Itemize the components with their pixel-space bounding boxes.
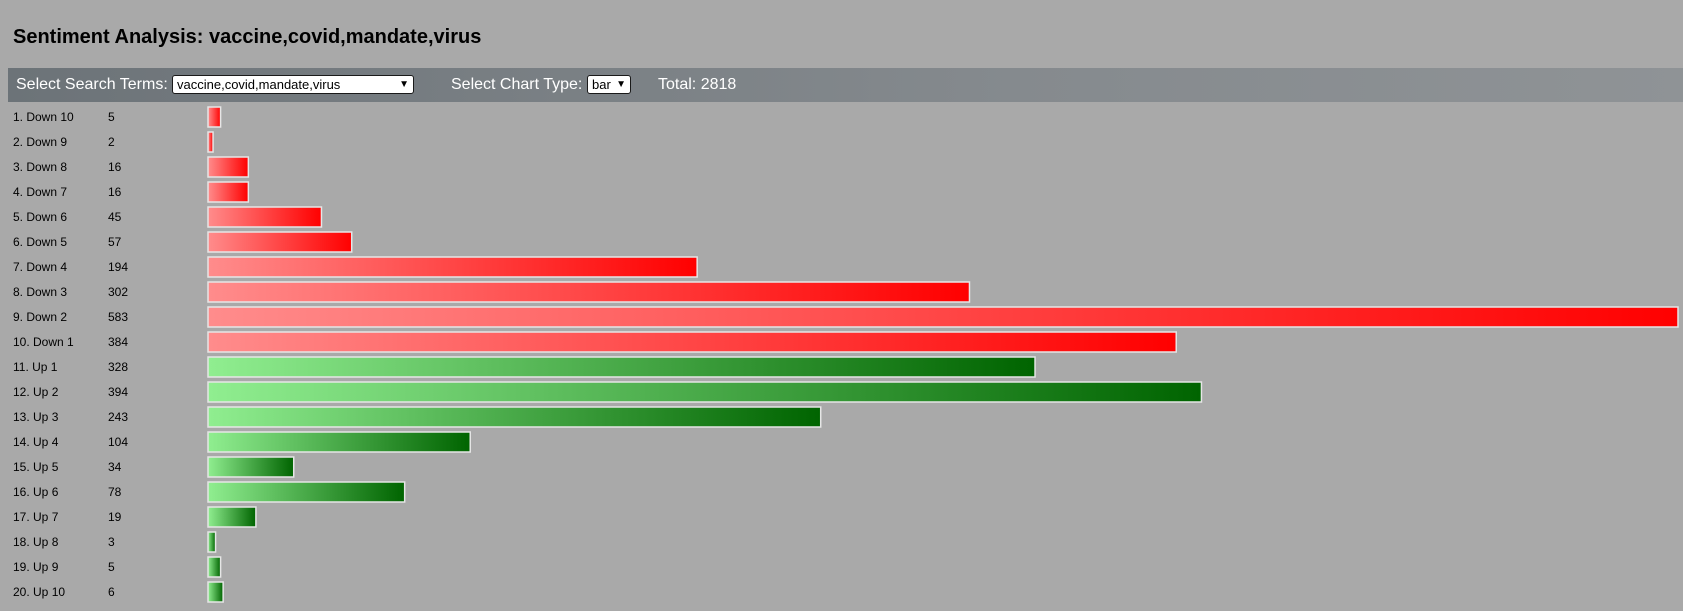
bar-negative	[207, 231, 353, 253]
category-label: 20. Up 10	[13, 585, 65, 599]
value-label: 3	[108, 535, 115, 549]
bar-negative	[207, 281, 971, 303]
category-label: 14. Up 4	[13, 435, 59, 449]
bar-positive	[207, 431, 471, 453]
search-terms-label: Select Search Terms:	[16, 76, 168, 93]
value-label: 6	[108, 585, 115, 599]
bar-negative	[207, 331, 1177, 353]
sentiment-bar-chart: 1. Down 10 5 2. Down 9 2 3. Down 8 16 4. Down …	[13, 106, 1679, 603]
value-label: 45	[108, 210, 122, 224]
bar-positive	[207, 531, 217, 553]
value-label: 5	[108, 560, 115, 574]
category-label: 15. Up 5	[13, 460, 59, 474]
value-label: 16	[108, 160, 122, 174]
chart-type-value: bar	[592, 77, 611, 92]
bar-negative	[207, 131, 214, 153]
toolbar: Select Search Terms: vaccine,covid,manda…	[8, 68, 1683, 102]
value-label: 34	[108, 460, 122, 474]
chevron-down-icon: ▼	[616, 78, 626, 90]
category-label: 11. Up 1	[13, 360, 58, 374]
value-label: 583	[108, 310, 128, 324]
value-label: 194	[108, 260, 128, 274]
bar-positive	[207, 406, 822, 428]
bar-positive	[207, 456, 295, 478]
total-count: Total: 2818	[658, 76, 737, 93]
category-label: 4. Down 7	[13, 185, 67, 199]
value-label: 19	[108, 510, 122, 524]
category-label: 18. Up 8	[13, 535, 59, 549]
category-label: 19. Up 9	[13, 560, 59, 574]
value-label: 302	[108, 285, 128, 299]
category-label: 5. Down 6	[13, 210, 67, 224]
category-label: 8. Down 3	[13, 285, 67, 299]
search-terms-select[interactable]: vaccine,covid,mandate,virus ▼	[172, 75, 414, 94]
bar-negative	[207, 206, 323, 228]
bar-negative	[207, 306, 1679, 328]
bar-positive	[207, 581, 224, 603]
chart-type-label: Select Chart Type:	[451, 76, 583, 93]
bar-negative	[207, 156, 250, 178]
bar-positive	[207, 556, 222, 578]
bar-positive	[207, 506, 257, 528]
chevron-down-icon: ▼	[399, 78, 409, 90]
category-label: 9. Down 2	[13, 310, 67, 324]
category-label: 10. Down 1	[13, 335, 74, 349]
value-label: 328	[108, 360, 128, 374]
value-label: 78	[108, 485, 122, 499]
value-label: 243	[108, 410, 128, 424]
category-label: 12. Up 2	[13, 385, 59, 399]
category-label: 7. Down 4	[13, 260, 67, 274]
bar-negative	[207, 256, 698, 278]
value-label: 104	[108, 435, 128, 449]
search-terms-value: vaccine,covid,mandate,virus	[177, 77, 341, 92]
bar-positive	[207, 356, 1036, 378]
value-label: 16	[108, 185, 122, 199]
value-label: 384	[108, 335, 128, 349]
chart-type-select[interactable]: bar ▼	[587, 75, 631, 94]
category-label: 6. Down 5	[13, 235, 67, 249]
value-label: 394	[108, 385, 128, 399]
page-title: Sentiment Analysis: vaccine,covid,mandat…	[13, 26, 482, 48]
value-label: 2	[108, 135, 115, 149]
bar-positive	[207, 481, 406, 503]
value-label: 57	[108, 235, 122, 249]
bar-negative	[207, 181, 250, 203]
category-label: 17. Up 7	[13, 510, 59, 524]
category-label: 3. Down 8	[13, 160, 67, 174]
value-label: 5	[108, 110, 115, 124]
bar-negative	[207, 106, 222, 128]
category-label: 2. Down 9	[13, 135, 67, 149]
bar-positive	[207, 381, 1203, 403]
category-label: 1. Down 10	[13, 110, 74, 124]
category-label: 16. Up 6	[13, 485, 59, 499]
category-label: 13. Up 3	[13, 410, 59, 424]
